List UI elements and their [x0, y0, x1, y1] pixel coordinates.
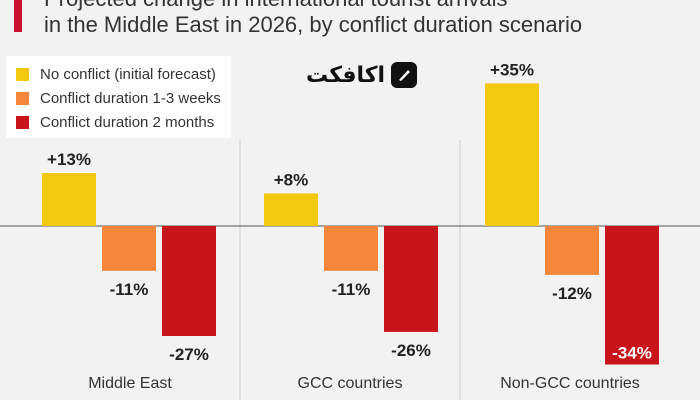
legend-label-no-conflict: No conflict (initial forecast): [40, 65, 216, 83]
slash-badge-icon: [391, 62, 418, 88]
legend-swatch-no-conflict: [16, 67, 29, 81]
data-label-highlight: [605, 340, 659, 363]
data-label-gcc-long-conflict: -26%: [391, 341, 431, 360]
data-label-non-gcc-no-conflict: +35%: [490, 60, 534, 79]
chart-title: Projected change in international touris…: [44, 0, 582, 38]
category-label-gcc: GCC countries: [297, 375, 403, 392]
category-label-middle-east: Middle East: [88, 375, 172, 392]
chart-title-line-1: Projected change in international touris…: [44, 0, 582, 12]
bar-gcc-short-conflict: [324, 226, 378, 271]
legend-label-long-conflict: Conflict duration 2 months: [40, 113, 215, 131]
legend: No conflict (initial forecast) Conflict …: [6, 56, 231, 138]
data-label-gcc-short-conflict: -11%: [332, 280, 371, 299]
data-label-middle-east-long-conflict: -27%: [169, 345, 209, 364]
data-label-middle-east-no-conflict: +13%: [47, 150, 91, 169]
bar-gcc-no-conflict: [264, 193, 318, 226]
title-accent-bar: [14, 0, 22, 32]
legend-swatch-short-conflict: [16, 91, 29, 105]
bar-gcc-long-conflict: [384, 226, 438, 332]
bar-middle-east-short-conflict: [102, 226, 156, 271]
data-label-middle-east-short-conflict: -11%: [110, 280, 149, 299]
logo-text: اکافکت: [306, 62, 386, 88]
bar-middle-east-no-conflict: [42, 173, 96, 226]
legend-swatch-long-conflict: [16, 115, 29, 129]
bar-non-gcc-no-conflict: [485, 83, 539, 226]
data-label-gcc-no-conflict: +8%: [274, 170, 309, 189]
watermark-logo: اکافکت: [306, 62, 418, 88]
legend-item-short-conflict: Conflict duration 1-3 weeks: [16, 86, 221, 110]
data-label-non-gcc-short-conflict: -12%: [552, 284, 592, 303]
legend-item-no-conflict: No conflict (initial forecast): [16, 62, 221, 86]
data-label-non-gcc-long-conflict: -34%: [612, 344, 652, 363]
legend-label-short-conflict: Conflict duration 1-3 weeks: [40, 89, 221, 107]
bar-non-gcc-short-conflict: [545, 226, 599, 275]
category-label-non-gcc: Non-GCC countries: [500, 375, 640, 392]
legend-item-long-conflict: Conflict duration 2 months: [16, 110, 221, 134]
chart-title-line-2: in the Middle East in 2026, by conflict …: [44, 12, 583, 37]
bar-middle-east-long-conflict: [162, 226, 216, 336]
